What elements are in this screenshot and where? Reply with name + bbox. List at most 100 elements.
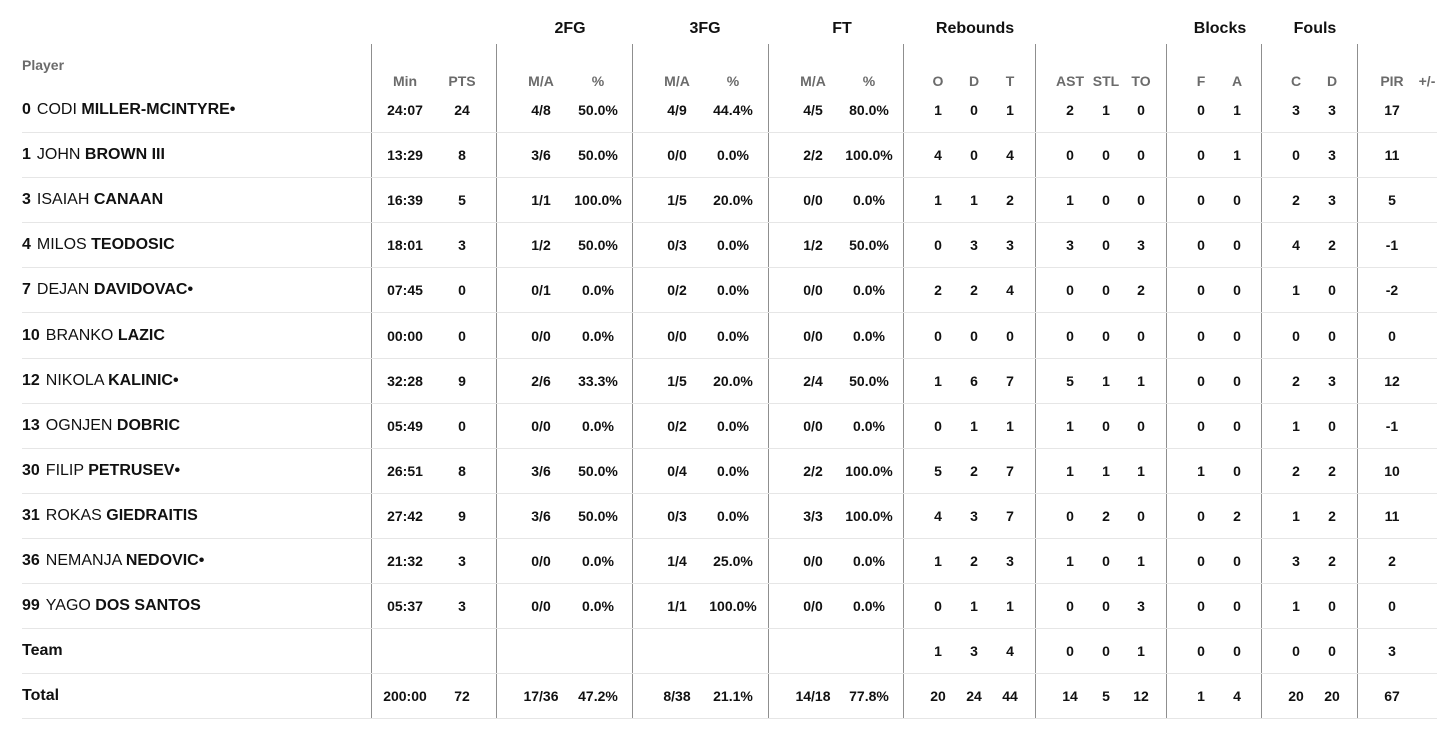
stat-cell: 0 [1066,598,1074,614]
stat-cell: 0 [1197,147,1205,163]
stat-cell: 9 [458,508,466,524]
player-column-header[interactable]: Player [22,57,65,73]
row-separator [22,718,1437,719]
row-separator [22,403,1437,404]
stat-cell: 0 [1066,643,1074,659]
player-name-link[interactable]: 31 ROKAS GIEDRAITIS [22,507,198,525]
column-header[interactable]: % [726,73,740,89]
stat-cell: 1 [934,373,942,389]
column-header[interactable]: O [932,73,944,89]
stat-cell: 0/0 [667,147,687,163]
stat-cell: 24 [454,102,470,118]
player-number: 0 [22,101,31,118]
stat-cell: 5 [1388,192,1396,208]
player-name-link[interactable]: 13 OGNJEN DOBRIC [22,417,180,435]
column-header[interactable]: % [862,73,876,89]
player-name-link[interactable]: 4 MILOS TEODOSIC [22,236,175,254]
column-header[interactable]: T [1005,73,1015,89]
player-number: 12 [22,372,40,389]
stat-cell: 0 [1292,643,1300,659]
column-separator [1261,44,1262,718]
player-name-link[interactable]: 1 JOHN BROWN III [22,146,165,164]
player-number: 3 [22,191,31,208]
stat-cell: 0/1 [531,282,551,298]
stat-cell: 100.0% [845,508,893,524]
stat-cell: 0 [1137,192,1145,208]
stat-cell: 4 [934,508,942,524]
column-header[interactable]: PTS [448,73,476,89]
column-header[interactable]: C [1290,73,1302,89]
stat-cell: 0.0% [582,598,614,614]
column-header[interactable]: D [968,73,980,89]
column-header[interactable]: % [591,73,605,89]
column-header[interactable]: A [1231,73,1243,89]
stat-cell: 0 [1197,418,1205,434]
stat-cell: 0 [1102,328,1110,344]
player-name-link[interactable]: 7 DEJAN DAVIDOVAC• [22,281,193,299]
player-name-link[interactable]: 99 YAGO DOS SANTOS [22,597,201,615]
stat-cell: 0 [1233,328,1241,344]
player-name-link[interactable]: 36 NEMANJA NEDOVIC• [22,552,204,570]
stat-cell: 0.0% [853,418,885,434]
stat-cell: 0 [934,237,942,253]
stat-cell: 0.0% [717,418,749,434]
player-first-name: JOHN [36,146,81,163]
stat-cell: 0 [1197,373,1205,389]
column-header[interactable]: M/A [800,73,826,89]
player-name-link[interactable]: 0 CODI MILLER-MCINTYRE• [22,101,235,119]
column-header[interactable]: PIR [1380,73,1404,89]
stat-cell: 0 [1197,598,1205,614]
player-name-link[interactable]: 10 BRANKO LAZIC [22,327,165,345]
stat-cell: 0 [1233,192,1241,208]
stat-cell: 0 [1233,418,1241,434]
stat-cell: 12 [1384,373,1400,389]
stat-cell: 1 [1102,463,1110,479]
stat-cell: 0.0% [582,553,614,569]
column-header[interactable]: F [1196,73,1206,89]
stat-cell: 1 [1137,373,1145,389]
stat-cell: 100.0% [845,147,893,163]
player-name-link[interactable]: 3 ISAIAH CANAAN [22,191,163,209]
player-number: 13 [22,417,40,434]
starter-marker-icon: • [174,462,181,479]
stat-cell: 0.0% [853,282,885,298]
stat-cell: 5 [1066,373,1074,389]
stat-cell: 0 [1328,598,1336,614]
stat-cell: 47.2% [578,688,618,704]
column-header[interactable]: D [1326,73,1338,89]
stat-cell: 0 [1102,147,1110,163]
column-header[interactable]: M/A [664,73,690,89]
player-last-name: DOBRIC [116,417,181,434]
stat-cell: 0 [1233,598,1241,614]
column-header[interactable]: Min [392,73,418,89]
stat-cell: 3 [1328,147,1336,163]
stat-cell: 1 [1066,418,1074,434]
player-first-name: CODI [36,101,77,118]
stat-cell: 0 [1137,328,1145,344]
player-name-link[interactable]: 12 NIKOLA KALINIC• [22,372,179,390]
column-header[interactable]: TO [1131,73,1151,89]
stat-cell: 2 [1137,282,1145,298]
column-header[interactable]: M/A [528,73,554,89]
stat-cell: 3 [1066,237,1074,253]
column-header[interactable]: STL [1092,73,1120,89]
stat-cell: 0 [1388,328,1396,344]
stat-cell: 4 [1233,688,1241,704]
column-header[interactable]: AST [1056,73,1084,89]
player-name-link[interactable]: 30 FILIP PETRUSEV• [22,462,180,480]
player-first-name: ISAIAH [36,191,90,208]
stat-cell: 2 [1328,508,1336,524]
stat-cell: 3 [1292,553,1300,569]
column-header[interactable]: +/- [1418,73,1436,89]
stat-cell: 0.0% [853,192,885,208]
stat-cell: 2/2 [803,147,823,163]
player-last-name: CANAAN [93,191,164,208]
stat-cell: 2 [970,282,978,298]
stat-cell: 50.0% [578,508,618,524]
stat-cell: 0 [1388,598,1396,614]
stat-cell: 9 [458,373,466,389]
stat-cell: 07:45 [387,282,423,298]
player-last-name: PETRUSEV [88,462,175,479]
stat-cell: 0/0 [803,282,823,298]
stat-cell: 1 [1197,463,1205,479]
